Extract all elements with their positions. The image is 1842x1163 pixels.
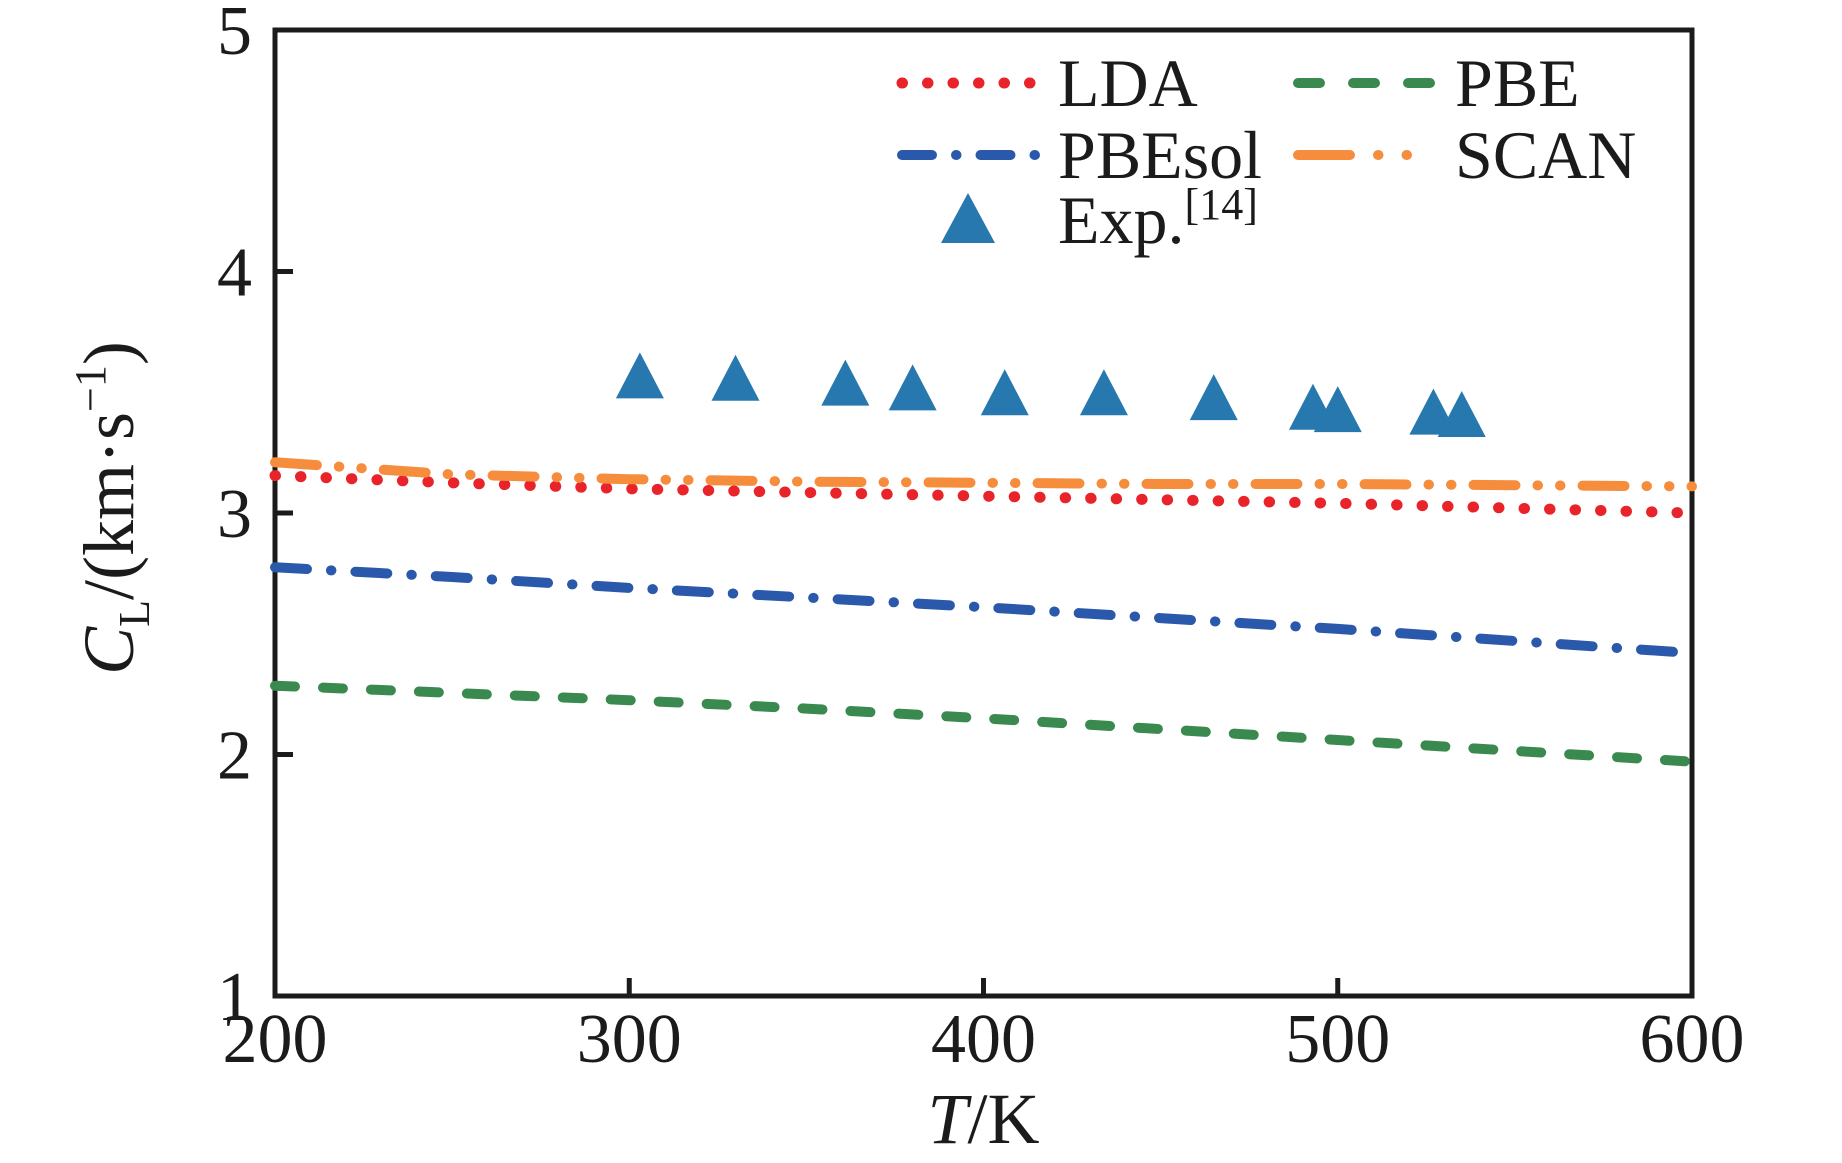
series-line-lda [269, 470, 1698, 519]
legend: LDA PBE PBEsol SCAN Exp.[14] [896, 45, 1636, 258]
exp-triangle-marker [1437, 390, 1486, 437]
series-line-pbesol [270, 562, 1697, 659]
y-tick-label: 4 [217, 235, 252, 312]
y-axis-label: CL/(km·s−1) [66, 341, 159, 675]
exp-triangle-marker [711, 354, 760, 401]
x-tick-label: 300 [577, 1001, 682, 1078]
x-tick-label: 600 [1640, 1001, 1745, 1078]
x-tick-label: 400 [931, 1001, 1036, 1078]
exp-triangle-marker [1313, 386, 1362, 433]
exp-triangle-marker [888, 364, 937, 411]
legend-label-lda: LDA [1058, 45, 1198, 121]
legend-label-exp: Exp.[14] [1058, 180, 1258, 258]
exp-triangle-marker [1079, 369, 1128, 416]
y-tick-label: 3 [217, 476, 252, 553]
exp-triangle-marker [1189, 374, 1238, 421]
exp-triangle-marker [821, 359, 870, 406]
legend-label-pbesol: PBEsol [1058, 117, 1262, 193]
legend-label-pbe: PBE [1455, 45, 1580, 121]
y-tick-label: 5 [217, 0, 252, 70]
exp-triangle-marker [615, 352, 664, 399]
x-tick-label: 500 [1285, 1001, 1390, 1078]
x-axis-label: T/K [927, 1079, 1039, 1159]
legend-marker-exp [941, 193, 995, 243]
series-line-scan [270, 457, 1697, 492]
y-tick-label: 2 [217, 718, 252, 795]
exp-triangle-marker [980, 369, 1029, 416]
y-tick-label: 1 [217, 959, 252, 1036]
x-tick-label: 200 [223, 1001, 328, 1078]
series-line-pbe [270, 680, 1697, 767]
legend-label-scan: SCAN [1455, 117, 1636, 193]
